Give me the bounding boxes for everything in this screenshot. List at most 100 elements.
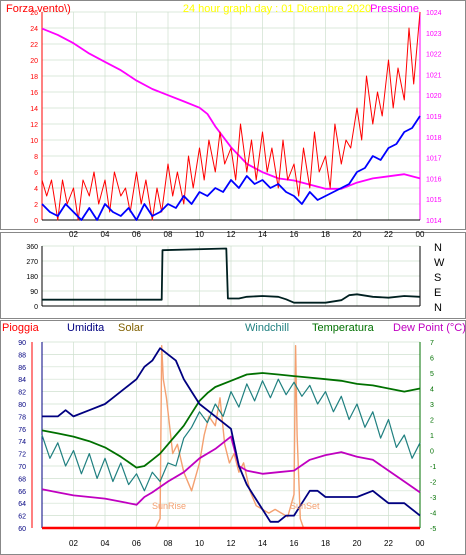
direction-compass-label: N: [434, 242, 442, 254]
temperature-y-tick-label: -3: [430, 495, 436, 502]
humidity-y-tick-label: 78: [18, 414, 26, 421]
legend-dewpoint: Dew Point (°C): [393, 322, 466, 334]
pressure-y-tick-label: 1016: [426, 176, 442, 183]
sunset-label: SunSet: [290, 501, 320, 511]
humidity-y-tick-label: 74: [18, 439, 26, 446]
pressure-y-tick-label: 1018: [426, 135, 442, 142]
temperature-y-tick-label: -1: [430, 464, 436, 471]
direction-compass-label: S: [434, 272, 441, 284]
pressure-y-tick-label: 1023: [426, 31, 442, 38]
wind-y-tick-label: 2: [34, 202, 38, 209]
wind-y-tick-label: 18: [30, 74, 38, 81]
pressure-y-tick-label: 1020: [426, 93, 442, 100]
direction-y-tick-label: 360: [26, 244, 38, 251]
wind-x-tick-label: 02: [69, 230, 78, 239]
pressure-y-tick-label: 1021: [426, 72, 442, 79]
direction-y-tick-label: 0: [34, 304, 38, 311]
wind-x-tick-label: 22: [384, 230, 393, 239]
wind-y-tick-label: 0: [34, 218, 38, 225]
wind-x-tick-label: 12: [227, 230, 236, 239]
humidity-y-tick-label: 72: [18, 452, 26, 459]
humidity-x-tick-label: 22: [384, 539, 393, 548]
series-line-temperatura: [41, 372, 421, 469]
temperature-y-tick-label: -4: [430, 511, 436, 518]
series-line-raffica: [41, 11, 421, 221]
temperature-y-tick-label: -5: [430, 526, 436, 533]
wind-y-tick-label: 20: [30, 58, 38, 65]
series-line-dew-point: [41, 435, 421, 506]
wind-x-tick-label: 20: [353, 230, 362, 239]
temperature-y-tick-label: 7: [430, 340, 434, 347]
pressure-y-tick-label: 1022: [426, 52, 442, 59]
humidity-y-tick-label: 64: [18, 501, 26, 508]
wind-y-tick-label: 22: [30, 42, 38, 49]
wind-x-tick-label: 04: [101, 230, 110, 239]
humidity-x-tick-label: 08: [164, 539, 173, 548]
temperature-y-tick-label: 6: [430, 356, 434, 363]
legend-windchill: Windchill: [245, 322, 289, 334]
temperature-y-tick-label: 4: [430, 387, 434, 394]
wind-x-tick-label: 08: [164, 230, 173, 239]
humidity-x-tick-label: 18: [321, 539, 330, 548]
direction-compass-label: E: [434, 287, 441, 299]
humidity-y-tick-label: 62: [18, 514, 26, 521]
temperature-y-tick-label: 2: [430, 418, 434, 425]
wind-x-tick-label: 06: [132, 230, 141, 239]
pressure-y-tick-label: 1024: [426, 10, 442, 17]
humidity-y-tick-label: 76: [18, 427, 26, 434]
wind-y-tick-label: 16: [30, 90, 38, 97]
wind-x-tick-label: 00: [416, 230, 425, 239]
humidity-y-tick-label: 68: [18, 476, 26, 483]
wind-y-tick-label: 26: [30, 10, 38, 17]
humidity-x-tick-label: 10: [195, 539, 204, 548]
humidity-x-tick-label: 00: [416, 539, 425, 548]
humidity-y-tick-label: 70: [18, 464, 26, 471]
pressure-y-tick-label: 1017: [426, 156, 442, 163]
temperature-y-tick-label: 1: [430, 433, 434, 440]
pressure-y-tick-label: 1015: [426, 197, 442, 204]
humidity-y-tick-label: 80: [18, 402, 26, 409]
direction-compass-label: W: [434, 257, 445, 269]
series-line-vento-medio: [41, 115, 421, 221]
wind-x-tick-label: 14: [258, 230, 267, 239]
pressure-y-tick-label: 1014: [426, 218, 442, 225]
series-line-umidita: [42, 347, 421, 523]
humidity-x-tick-label: 20: [353, 539, 362, 548]
wind-x-tick-label: 18: [321, 230, 330, 239]
legend-umidita: Umidita: [67, 322, 105, 334]
wind-axis-label: Forza vento\): [6, 3, 71, 15]
humidity-x-tick-label: 02: [69, 539, 78, 548]
humidity-y-tick-label: 90: [18, 340, 26, 347]
humidity-x-tick-label: 12: [227, 539, 236, 548]
direction-y-tick-label: 270: [26, 259, 38, 266]
wind-y-tick-label: 10: [30, 138, 38, 145]
direction-y-tick-label: 180: [26, 274, 38, 281]
pressure-y-tick-label: 1019: [426, 114, 442, 121]
direction-compass-label: N: [434, 302, 442, 314]
humidity-y-tick-label: 82: [18, 390, 26, 397]
humidity-y-tick-label: 66: [18, 489, 26, 496]
wind-y-tick-label: 8: [34, 154, 38, 161]
series-line-windchill: [41, 378, 421, 492]
temperature-y-tick-label: 5: [430, 371, 434, 378]
temperature-y-tick-label: 0: [430, 449, 434, 456]
legend-temperatura: Temperatura: [312, 322, 375, 334]
humidity-x-tick-label: 04: [101, 539, 110, 548]
humidity-x-tick-label: 14: [258, 539, 267, 548]
wind-y-tick-label: 24: [30, 26, 38, 33]
series-line-pressione: [41, 27, 421, 190]
wind-y-tick-label: 6: [34, 170, 38, 177]
pressure-axis-label: Pressione: [370, 3, 419, 15]
humidity-x-tick-label: 06: [132, 539, 141, 548]
chart-title: 24 hour graph day : 01 Dicembre 2020: [183, 3, 371, 15]
humidity-y-tick-label: 84: [18, 377, 26, 384]
wind-y-tick-label: 14: [30, 106, 38, 113]
panel-frame-direction: [0, 232, 466, 319]
wind-x-tick-label: 10: [195, 230, 204, 239]
panel-frame-wind: [0, 0, 466, 230]
wind-x-tick-label: 16: [290, 230, 299, 239]
humidity-y-tick-label: 60: [18, 526, 26, 533]
direction-y-tick-label: 90: [30, 289, 38, 296]
wind-y-tick-label: 4: [34, 186, 38, 193]
